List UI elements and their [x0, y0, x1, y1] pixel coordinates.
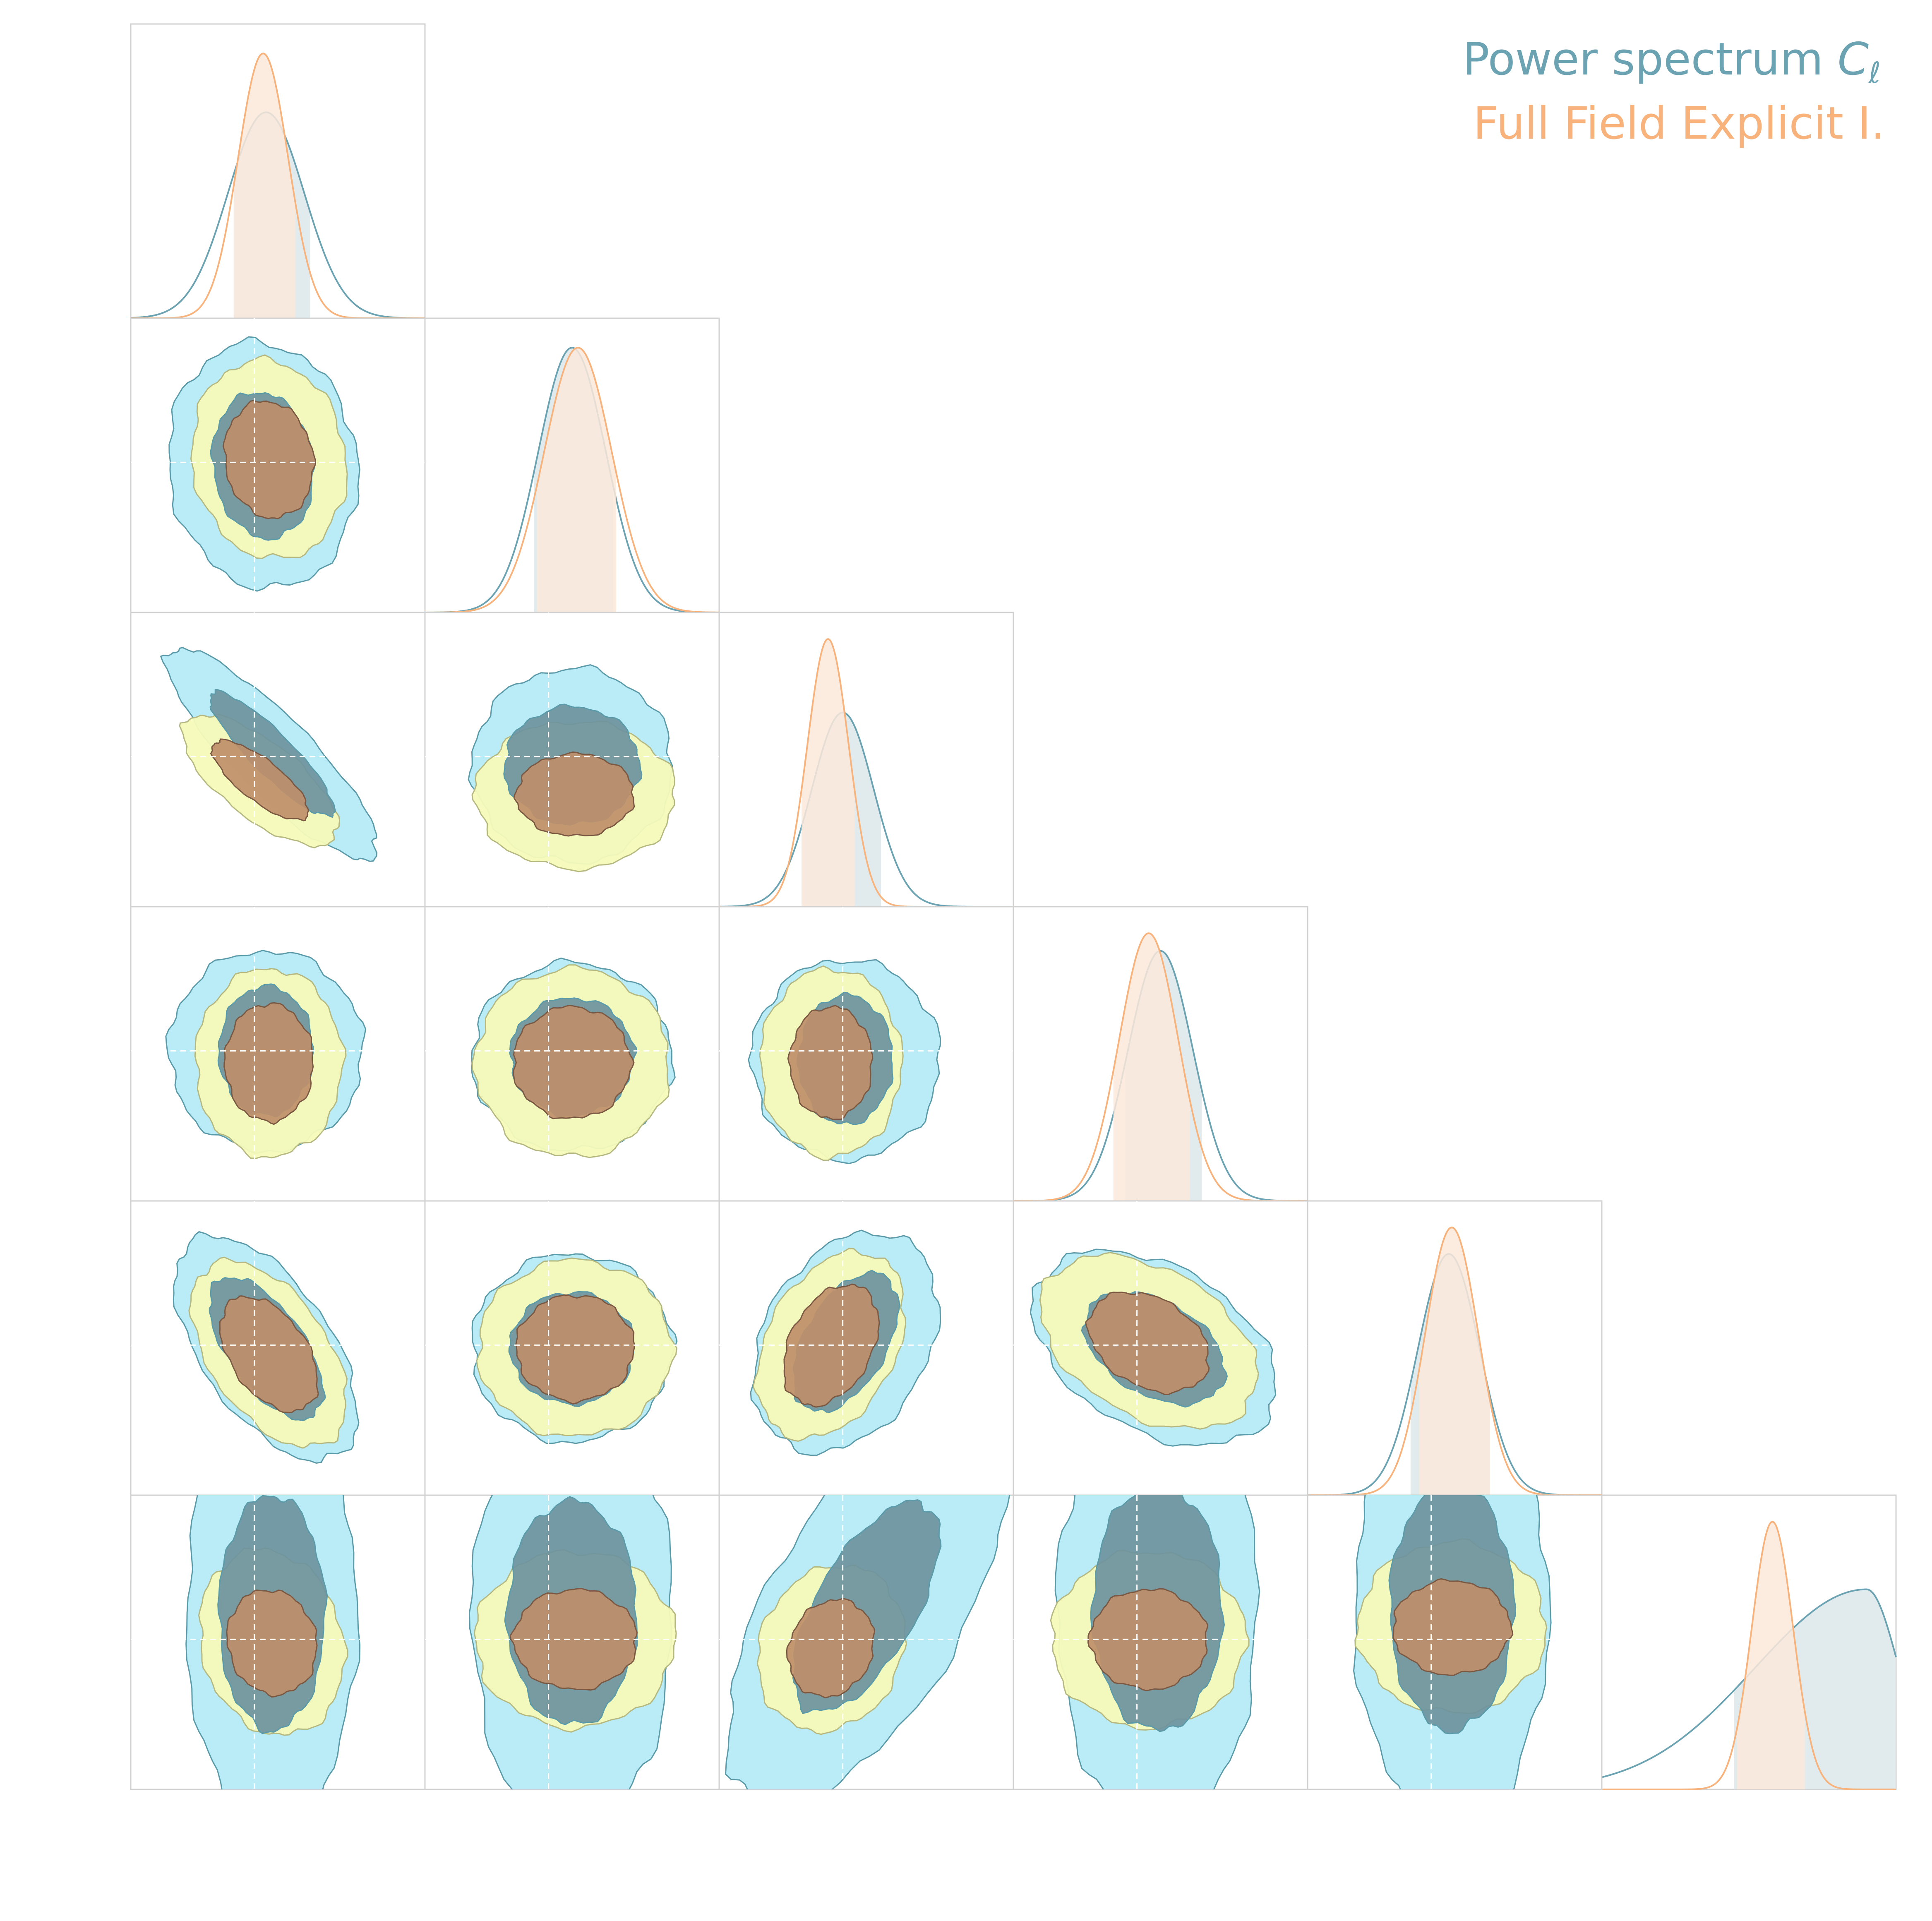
- contour-inner-full-field: [1392, 1578, 1514, 1676]
- contour-panel-1-5: [130, 1200, 426, 1496]
- marginal-curve-power-spectrum: [1013, 950, 1308, 1202]
- contour-inner-full-field: [513, 751, 635, 837]
- credible-band-full-field: [802, 639, 855, 907]
- credible-band-full-field: [1419, 1227, 1490, 1495]
- contour-panel-1-6: [130, 1494, 426, 1790]
- contour-panel-2-5: [424, 1200, 720, 1496]
- contour-inner-full-field: [210, 738, 309, 821]
- contour-panel-2-4: [424, 906, 720, 1202]
- contour-panel-1-2: [130, 317, 426, 613]
- legend-entry-power-spectrum: Power spectrum Cℓ: [1462, 34, 1881, 90]
- contour-inner-full-field: [787, 1005, 874, 1120]
- contour-panel-4-5: [1013, 1200, 1308, 1496]
- legend-label-power-spectrum: Power spectrum: [1462, 34, 1823, 85]
- contour-panel-2-3: [424, 612, 720, 908]
- marginal-curve-full-field: [1602, 1520, 1896, 1790]
- marginal-panel-6: [1601, 1494, 1897, 1790]
- legend: Power spectrum Cℓ Full Field Explicit I.: [1462, 34, 1885, 149]
- credible-band-full-field: [233, 53, 296, 318]
- marginal-curve-power-spectrum: [425, 347, 720, 613]
- contour-inner-full-field: [223, 1002, 314, 1125]
- contour-inner-full-field: [1085, 1292, 1210, 1395]
- contour-panel-3-5: [718, 1200, 1014, 1496]
- marginal-panel-2: [424, 317, 720, 613]
- contour-inner-full-field: [226, 1589, 318, 1698]
- marginal-panel-5: [1307, 1200, 1603, 1496]
- contour-panel-1-3: [130, 612, 426, 908]
- marginal-panel-4: [1013, 906, 1308, 1202]
- contour-panel-3-6: [718, 1494, 1014, 1790]
- marginal-panel-3: [718, 612, 1014, 908]
- credible-band-full-field: [537, 348, 617, 612]
- contour-inner-full-field: [219, 1295, 319, 1414]
- contour-panel-5-6: [1307, 1494, 1603, 1790]
- contour-panel-3-4: [718, 906, 1014, 1202]
- legend-entry-full-field: Full Field Explicit I.: [1473, 98, 1885, 149]
- contour-inner-full-field: [515, 1294, 635, 1405]
- contour-panel-1-4: [130, 906, 426, 1202]
- contour-inner-full-field: [222, 400, 317, 519]
- legend-label-full-field: Full Field Explicit I.: [1473, 98, 1885, 149]
- marginal-panel-1: [130, 23, 426, 319]
- contour-inner-full-field: [509, 1588, 638, 1691]
- marginal-curve-full-field: [425, 347, 720, 613]
- contour-inner-full-field: [786, 1598, 876, 1698]
- contour-inner-full-field: [513, 1004, 635, 1119]
- contour-panel-4-6: [1013, 1494, 1308, 1790]
- panels-layer: [130, 23, 1897, 1790]
- legend-subscript: ℓ: [1868, 56, 1881, 90]
- legend-symbol: C: [1838, 34, 1869, 85]
- contour-panel-2-6: [424, 1494, 720, 1790]
